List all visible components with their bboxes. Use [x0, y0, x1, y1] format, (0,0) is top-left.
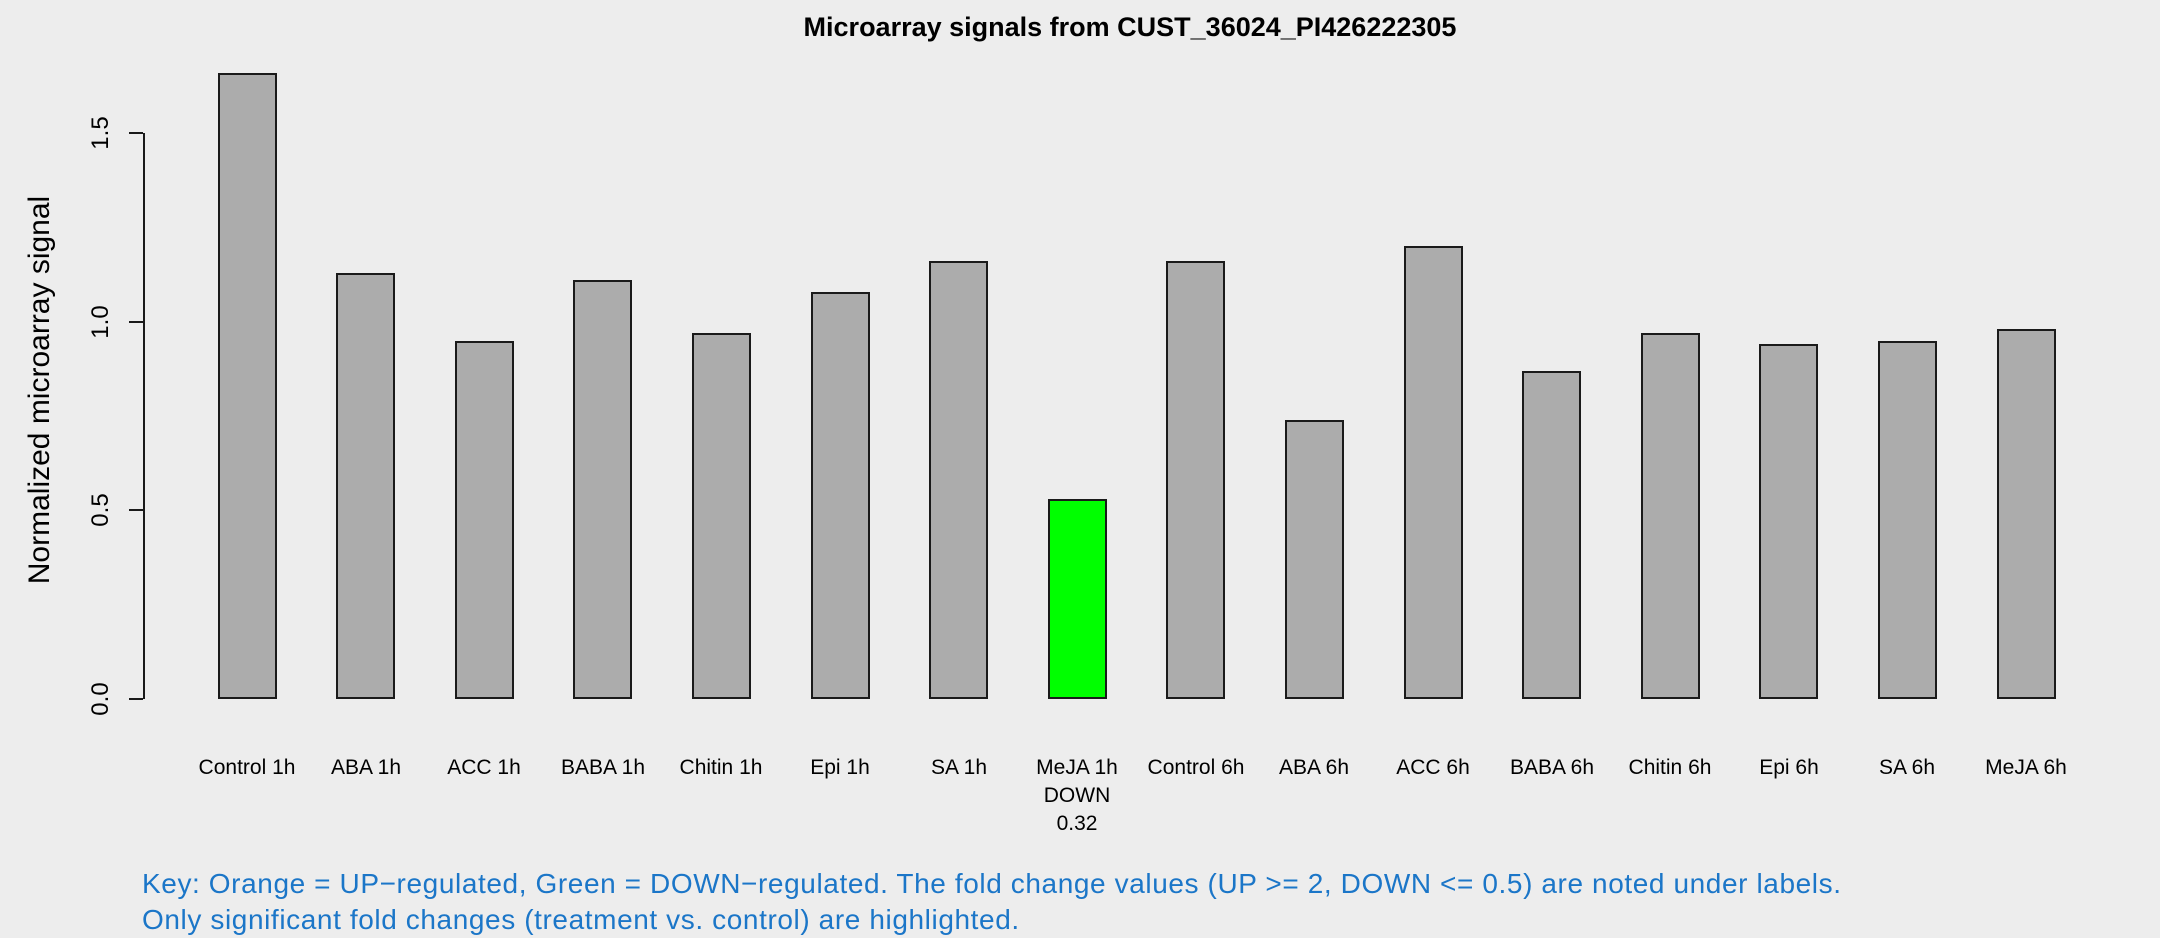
x-label-epi-6h: Epi 6h — [1699, 754, 1879, 782]
chart-title: Microarray signals from CUST_36024_PI426… — [803, 12, 1457, 42]
x-label-acc-1h: ACC 1h — [394, 754, 574, 782]
y-tick-label: 1.0 — [87, 305, 114, 339]
bar-meja-1h — [1048, 499, 1107, 699]
x-label-text: ABA 6h — [1278, 756, 1350, 779]
bar-baba-1h — [573, 280, 632, 699]
y-axis-line — [143, 133, 145, 699]
bar-chitin-1h — [692, 333, 751, 699]
x-label-control-6h: Control 6h — [1106, 754, 1286, 782]
x-label-sa-1h: SA 1h — [869, 754, 1049, 782]
x-label-text: Epi 1h — [810, 756, 870, 779]
bar-sa-1h — [929, 261, 988, 699]
x-label-aba-1h: ABA 1h — [276, 754, 456, 782]
bar-epi-1h — [811, 292, 870, 699]
x-label-epi-1h: Epi 1h — [750, 754, 930, 782]
x-label-text: Epi 6h — [1759, 756, 1819, 779]
bar-aba-1h — [336, 273, 395, 699]
y-tick-mark — [129, 132, 143, 135]
x-label-text: SA 6h — [1878, 756, 1936, 779]
y-tick-mark — [129, 698, 143, 700]
x-label-baba-6h: BABA 6h — [1462, 754, 1642, 782]
bar-chitin-6h — [1641, 333, 1700, 699]
x-label-text: BABA 1h — [560, 756, 646, 779]
x-label-text: Chitin 1h — [679, 756, 763, 779]
x-label-text: Control 1h — [198, 756, 296, 779]
x-label-baba-1h: BABA 1h — [513, 754, 693, 782]
x-label-text: ABA 1h — [330, 756, 402, 779]
y-tick-mark — [129, 509, 143, 512]
x-label-chitin-6h: Chitin 6h — [1580, 754, 1760, 782]
bar-aba-6h — [1285, 420, 1344, 699]
bar-control-6h — [1166, 261, 1225, 699]
x-label-sa-6h: SA 6h — [1817, 754, 1997, 782]
x-label-text: MeJA 6h — [1985, 756, 2067, 779]
x-label-text: ACC 6h — [1396, 756, 1470, 779]
x-label-acc-6h: ACC 6h — [1343, 754, 1523, 782]
y-tick-label: 0.5 — [87, 493, 114, 528]
x-label-text: MeJA 1h — [1036, 756, 1118, 779]
x-label-control-1h: Control 1h — [157, 754, 337, 782]
x-label-chitin-1h: Chitin 1h — [631, 754, 811, 782]
y-axis-label: Normalized microarray signal — [23, 195, 56, 585]
x-label-meja-6h: MeJA 6h — [1936, 754, 2116, 782]
x-label-text: SA 1h — [930, 756, 988, 779]
y-tick-mark — [129, 320, 143, 323]
x-label-text: ACC 1h — [447, 756, 521, 779]
x-label-meja-1h: MeJA 1h DOWN 0.32 — [987, 754, 1167, 838]
y-tick-label: 0.0 — [87, 682, 114, 716]
fold-change-note-line: DOWN — [1043, 784, 1111, 807]
fold-change-note-line: 0.32 — [1056, 812, 1098, 835]
bar-sa-6h — [1878, 341, 1937, 699]
y-tick-label: 1.5 — [87, 116, 114, 150]
x-label-text: Chitin 6h — [1628, 756, 1712, 779]
bar-acc-1h — [455, 341, 514, 699]
bar-baba-6h — [1522, 371, 1581, 699]
key-note: Key: Orange = UP−regulated, Green = DOWN… — [142, 866, 1842, 938]
key-note-line-1: Key: Orange = UP−regulated, Green = DOWN… — [142, 868, 1842, 899]
bar-meja-6h — [1997, 329, 2056, 699]
bar-acc-6h — [1404, 246, 1463, 699]
x-label-aba-6h: ABA 6h — [1224, 754, 1404, 782]
key-note-line-2: Only significant fold changes (treatment… — [142, 904, 1020, 935]
bar-epi-6h — [1759, 344, 1818, 699]
x-label-text: Control 6h — [1147, 756, 1245, 779]
x-label-text: BABA 6h — [1509, 756, 1595, 779]
bar-control-1h — [218, 73, 277, 699]
